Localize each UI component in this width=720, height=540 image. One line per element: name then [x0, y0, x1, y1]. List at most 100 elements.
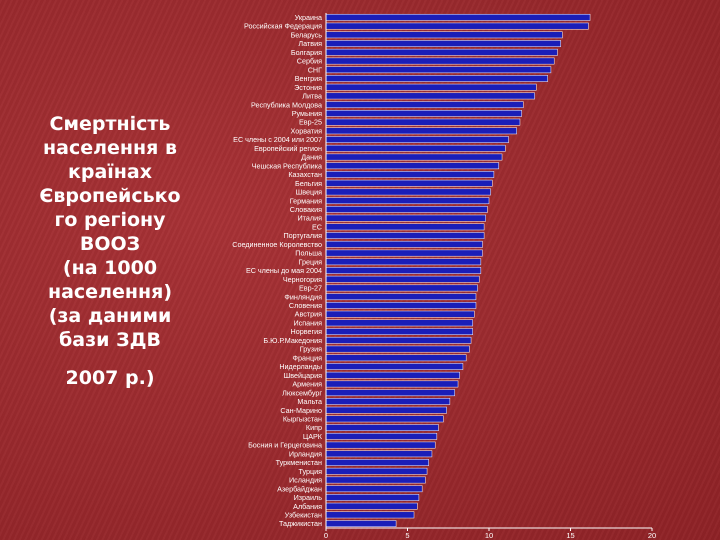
bar — [325, 336, 472, 344]
bar — [325, 48, 558, 56]
bar — [325, 424, 439, 432]
category-label: ЕС члены с 2004 или 2007 — [233, 135, 322, 144]
category-label: Германия — [290, 196, 322, 205]
bar — [325, 232, 485, 239]
category-label: Польша — [295, 249, 322, 258]
bar — [325, 328, 473, 335]
x-tick-label: 20 — [648, 531, 656, 540]
bar — [325, 136, 509, 143]
bar — [325, 432, 438, 440]
category-label: Швейцария — [284, 371, 322, 380]
x-tick-label: 15 — [566, 531, 574, 540]
bar — [325, 476, 426, 484]
bar — [325, 197, 490, 205]
category-label: Франция — [293, 353, 323, 362]
bar — [325, 206, 488, 213]
category-label: Литва — [302, 92, 322, 101]
bar — [325, 101, 524, 109]
title-line: населення) — [47, 281, 173, 303]
category-label: Кыргызстан — [283, 414, 322, 423]
bar — [325, 179, 493, 187]
bar — [325, 310, 475, 318]
category-label: Грузия — [300, 345, 322, 354]
category-label: Армения — [292, 380, 322, 389]
category-label: Азербайджан — [277, 484, 322, 493]
category-label: Сан-Марино — [280, 406, 322, 415]
category-label: СНГ — [308, 65, 322, 74]
bar — [325, 92, 535, 100]
bar — [325, 31, 563, 39]
category-label: Беларусь — [291, 30, 323, 39]
title-year: 2007 р.) — [65, 367, 155, 389]
bar — [325, 75, 548, 82]
bar — [325, 127, 517, 135]
bar — [325, 144, 506, 152]
category-label: Казахстан — [288, 170, 322, 179]
bar — [325, 22, 589, 30]
bar — [325, 450, 433, 458]
category-label: Словакия — [290, 205, 322, 214]
bar — [325, 223, 485, 231]
category-label: ЦАРК — [303, 432, 323, 441]
bar — [325, 354, 467, 362]
bar — [325, 511, 415, 519]
category-label: Ирландия — [289, 449, 322, 458]
category-label: Норвегия — [291, 327, 323, 336]
title-line: (на 1000 — [62, 257, 158, 279]
category-label: Б.Ю.Р.Македония — [263, 336, 322, 345]
bar — [325, 302, 477, 309]
category-label: Эстония — [294, 83, 322, 92]
category-label: Чешская Республика — [252, 161, 322, 170]
bar — [325, 459, 429, 466]
bar — [325, 83, 537, 91]
title-line: бази ЗДВ — [59, 329, 161, 351]
category-label: Узбекистан — [285, 511, 322, 520]
bar — [325, 371, 460, 379]
bar — [325, 494, 420, 501]
category-label: Словения — [289, 301, 322, 310]
bar — [325, 406, 447, 414]
category-label: Туркменистан — [276, 458, 322, 467]
bar — [325, 188, 491, 196]
bar — [325, 171, 495, 178]
category-label: Греция — [298, 257, 322, 266]
category-label: Хорватия — [291, 126, 323, 135]
bar — [325, 293, 477, 301]
bar — [325, 162, 500, 170]
bar — [325, 249, 483, 257]
category-label: Таджикистан — [279, 519, 322, 528]
bar — [325, 275, 480, 283]
category-label: Евр-27 — [299, 284, 322, 293]
bar — [325, 415, 444, 423]
category-label: Израиль — [294, 493, 323, 502]
category-label: Российская Федерация — [244, 22, 322, 31]
title-line: Європейсько — [39, 185, 181, 207]
category-label: Исландия — [289, 476, 322, 485]
bar — [325, 284, 478, 292]
bar — [325, 267, 482, 274]
category-label: Сербия — [297, 57, 322, 66]
slide-title: Смертність населення в країнах Європейсь… — [20, 112, 200, 390]
category-label: Республика Молдова — [251, 100, 322, 109]
category-label: Нидерланды — [279, 362, 322, 371]
category-label: ЕС — [312, 222, 322, 231]
bar — [325, 118, 521, 126]
bar — [325, 398, 451, 405]
title-line: (за даними — [48, 305, 172, 327]
category-label: ЕС члены до мая 2004 — [246, 266, 322, 275]
category-label: Украина — [295, 13, 322, 22]
category-label: Швеция — [296, 188, 322, 197]
category-label: Италия — [298, 214, 323, 223]
title-line: населення в — [43, 137, 177, 159]
category-label: Венгрия — [295, 74, 322, 83]
category-label: Босния и Герцеговина — [248, 441, 322, 450]
title-line: країнах — [67, 161, 153, 183]
category-label: Мальта — [297, 397, 322, 406]
bar — [325, 13, 591, 21]
bar — [325, 319, 473, 327]
category-label: Люксембург — [282, 388, 322, 397]
bar — [325, 57, 555, 65]
bar — [325, 40, 561, 47]
bar — [325, 258, 482, 266]
